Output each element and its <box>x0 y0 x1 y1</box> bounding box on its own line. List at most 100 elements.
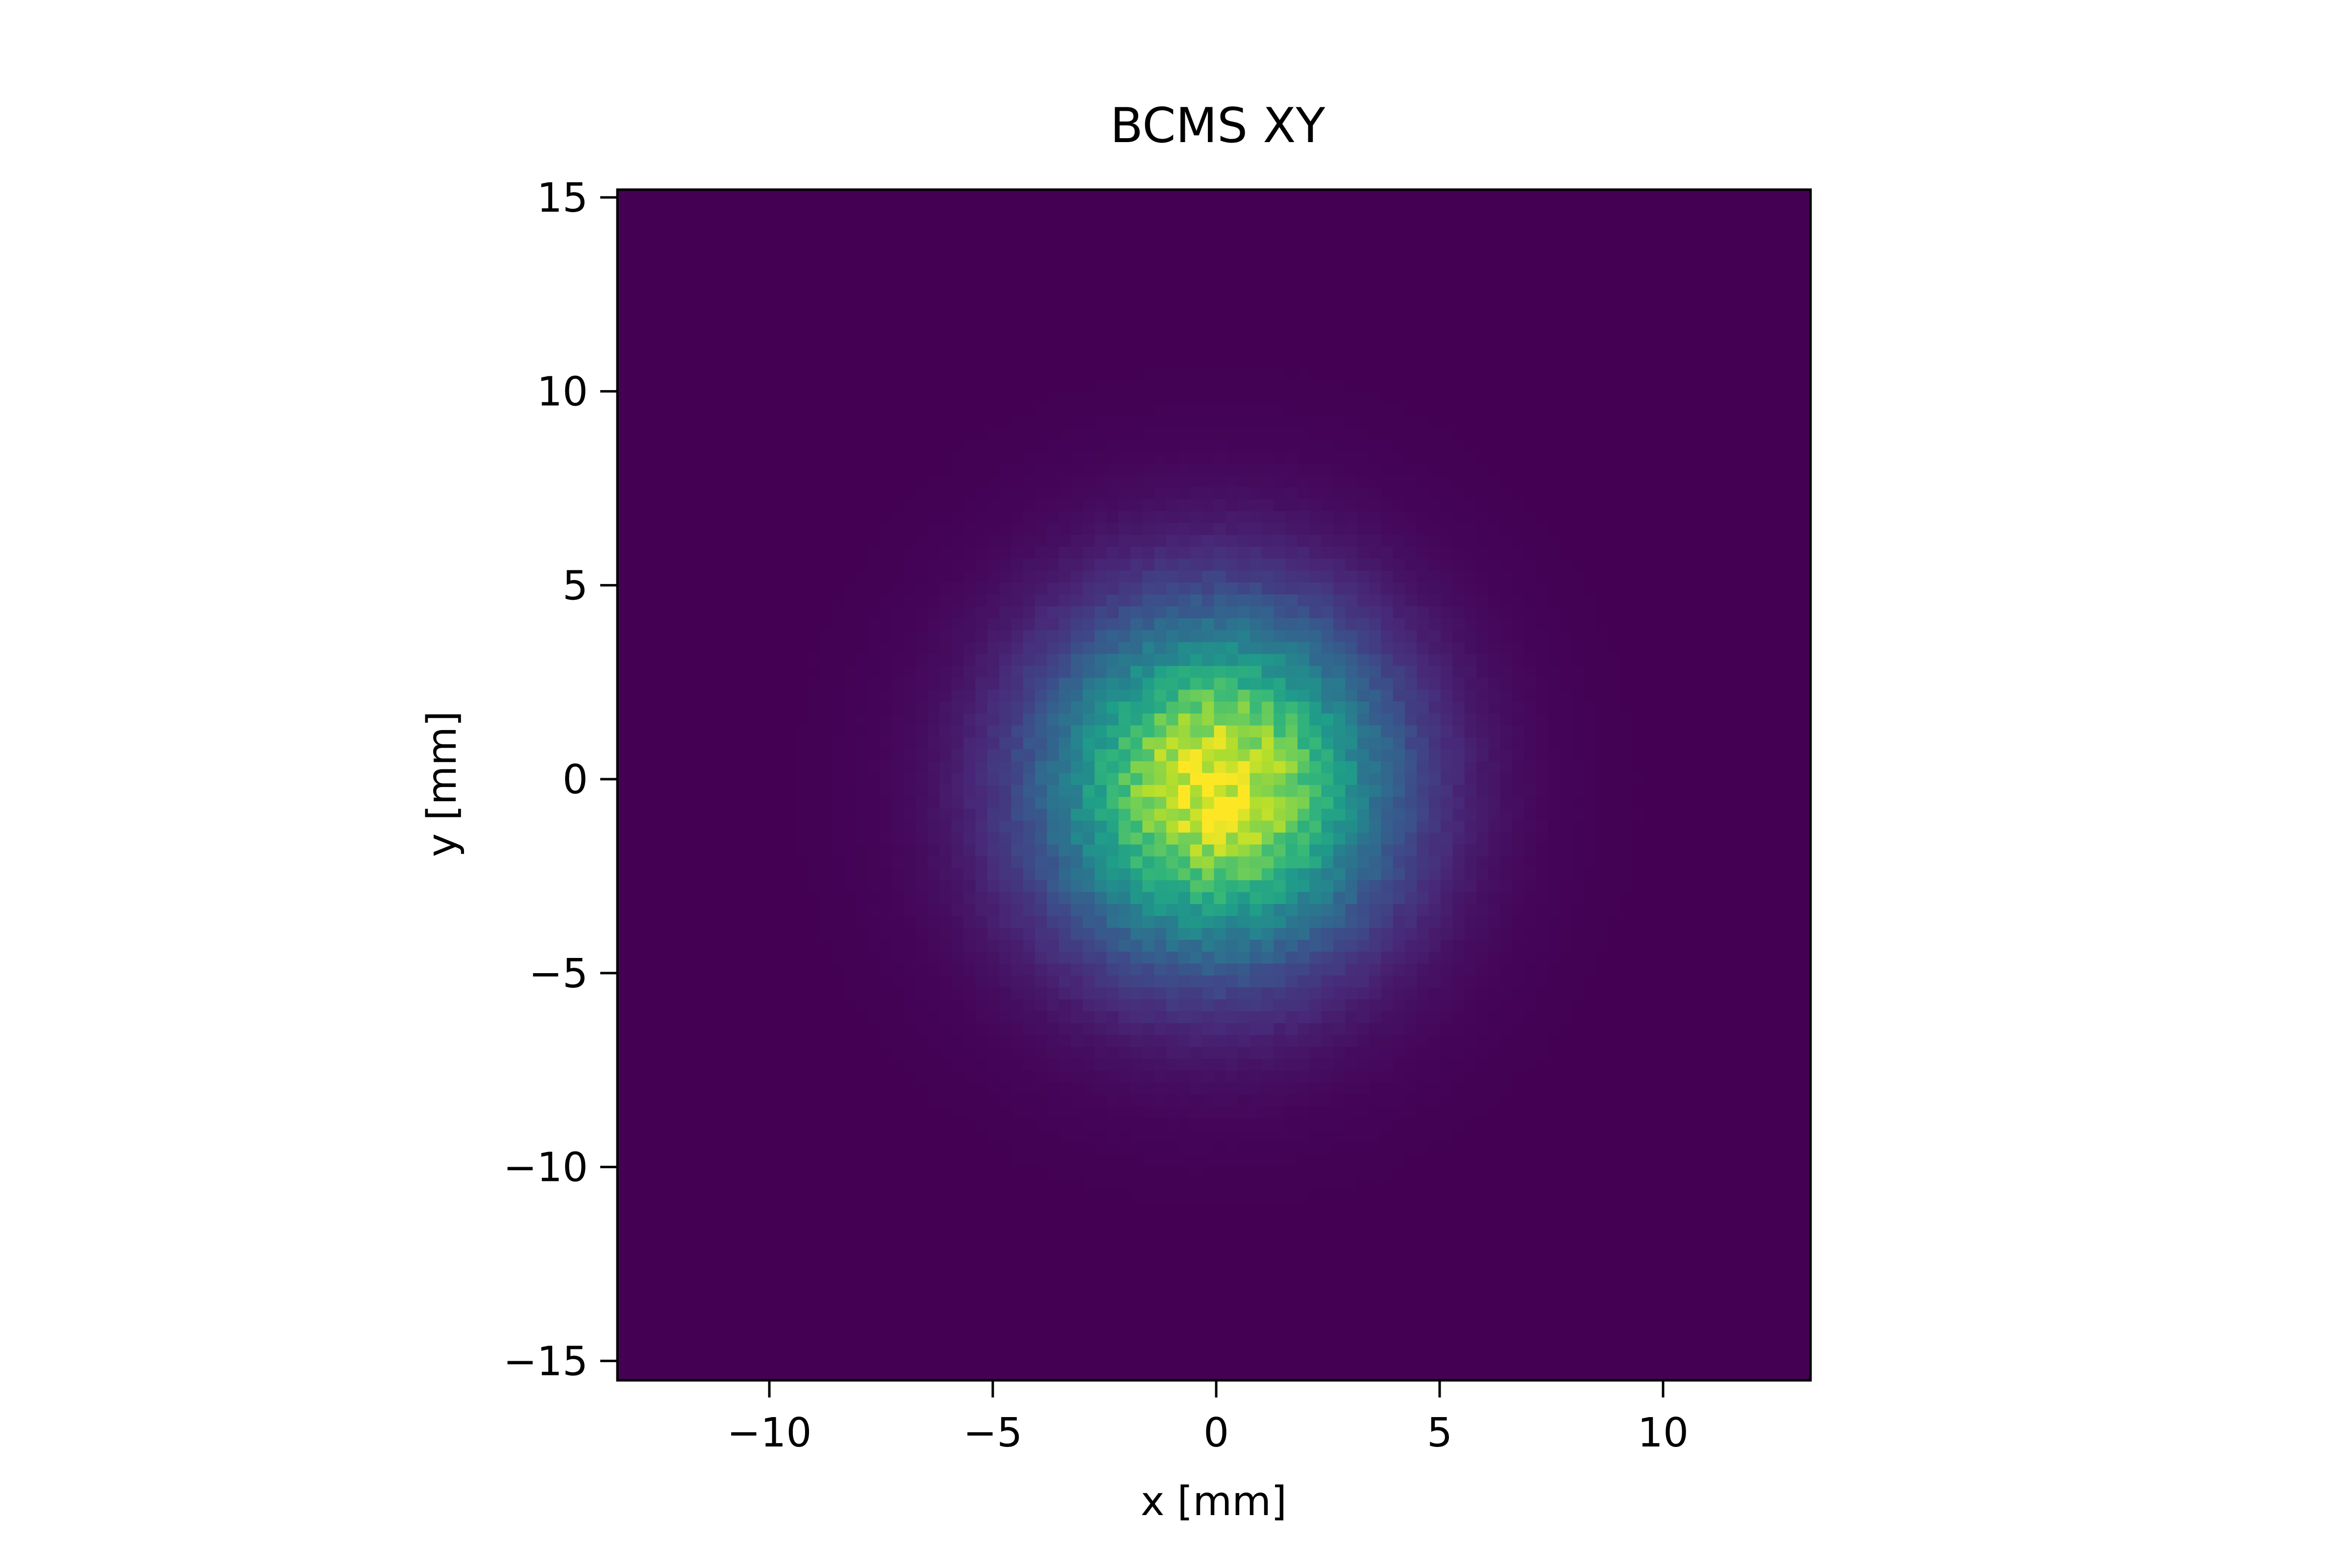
heatmap-cell <box>1643 761 1656 774</box>
heatmap-cell <box>1154 547 1167 560</box>
heatmap-cell <box>1584 535 1596 547</box>
heatmap-cell <box>844 654 857 666</box>
heatmap-cell <box>856 404 869 416</box>
heatmap-cell <box>1572 249 1585 262</box>
heatmap-cell <box>1595 475 1608 488</box>
heatmap-cell <box>1691 725 1704 738</box>
heatmap-cell <box>1512 428 1525 441</box>
heatmap-cell <box>1202 190 1215 202</box>
heatmap-cell <box>1655 487 1668 500</box>
heatmap-cell <box>1608 630 1620 643</box>
heatmap-cell <box>665 582 678 595</box>
heatmap-cell <box>1655 213 1668 226</box>
heatmap-cell <box>617 320 630 333</box>
heatmap-cell <box>689 249 702 262</box>
heatmap-cell <box>665 737 678 750</box>
heatmap-cell <box>1500 559 1513 571</box>
heatmap-cell <box>641 201 654 214</box>
heatmap-cell <box>1560 249 1572 262</box>
heatmap-cell <box>736 201 749 214</box>
heatmap-cell <box>1321 320 1334 333</box>
heatmap-cell <box>665 499 678 512</box>
heatmap-cell <box>1452 678 1465 690</box>
heatmap-cell <box>1142 535 1155 547</box>
heatmap-cell <box>1488 523 1501 536</box>
heatmap-cell <box>1274 451 1286 464</box>
heatmap-cell <box>1464 737 1477 750</box>
heatmap-cell <box>1488 773 1501 785</box>
heatmap-cell <box>629 487 642 500</box>
heatmap-cell <box>1082 547 1095 560</box>
heatmap-cell <box>1417 737 1429 750</box>
heatmap-cell <box>1166 451 1179 464</box>
heatmap-cell <box>1679 428 1692 441</box>
heatmap-cell <box>1405 344 1418 357</box>
heatmap-cell <box>832 725 845 738</box>
heatmap-cell <box>987 225 1000 238</box>
heatmap-cell <box>1154 190 1167 202</box>
heatmap-cell <box>1178 356 1191 369</box>
heatmap-cell <box>963 642 976 655</box>
heatmap-cell <box>1393 666 1405 679</box>
heatmap-cell <box>1679 594 1692 607</box>
heatmap-cell <box>760 511 773 524</box>
heatmap-cell <box>820 296 833 309</box>
heatmap-cell <box>832 666 845 679</box>
heatmap-cell <box>1178 475 1191 488</box>
heatmap-cell <box>1274 547 1286 560</box>
heatmap-cell <box>1178 689 1191 702</box>
heatmap-cell <box>1631 380 1644 392</box>
heatmap-cell <box>1274 678 1286 690</box>
heatmap-cell <box>1560 261 1572 273</box>
heatmap-cell <box>1536 190 1549 202</box>
heatmap-cell <box>1751 737 1764 750</box>
heatmap-cell <box>725 737 737 750</box>
heatmap-cell <box>1417 701 1429 714</box>
heatmap-cell <box>1178 225 1191 238</box>
heatmap-cell <box>1715 547 1728 560</box>
heatmap-cell <box>1345 749 1358 762</box>
heatmap-cell <box>1667 523 1680 536</box>
heatmap-cell <box>868 404 881 416</box>
heatmap-cell <box>1381 523 1394 536</box>
heatmap-cell <box>725 463 737 476</box>
heatmap-cell <box>1548 392 1561 405</box>
heatmap-cell <box>1464 463 1477 476</box>
heatmap-cell <box>1536 201 1549 214</box>
heatmap-cell <box>1345 368 1358 381</box>
heatmap-cell <box>1381 332 1394 345</box>
heatmap-cell <box>1584 344 1596 357</box>
heatmap-cell <box>880 285 892 297</box>
heatmap-cell <box>1130 642 1143 655</box>
heatmap-cell <box>1214 618 1226 631</box>
heatmap-cell <box>880 761 892 774</box>
heatmap-cell <box>1058 416 1072 428</box>
heatmap-cell <box>1524 689 1537 702</box>
heatmap-cell <box>1154 594 1167 607</box>
heatmap-cell <box>1787 309 1799 321</box>
heatmap-cell <box>1321 416 1334 428</box>
heatmap-cell <box>1285 309 1298 321</box>
heatmap-cell <box>1691 535 1704 547</box>
heatmap-cell <box>1441 190 1453 202</box>
heatmap-cell <box>1751 642 1764 655</box>
heatmap-cell <box>1405 606 1418 619</box>
heatmap-cell <box>1500 582 1513 595</box>
heatmap-cell <box>1739 618 1752 631</box>
heatmap-cell <box>987 463 1000 476</box>
heatmap-cell <box>1238 511 1250 524</box>
heatmap-cell <box>1763 559 1775 571</box>
heatmap-cell <box>1619 678 1632 690</box>
heatmap-cell <box>712 630 725 643</box>
heatmap-cell <box>1393 630 1405 643</box>
heatmap-cell <box>963 737 976 750</box>
heatmap-cell <box>1261 713 1274 726</box>
heatmap-cell <box>1238 249 1250 262</box>
heatmap-cell <box>1166 320 1179 333</box>
heatmap-cell <box>1035 344 1048 357</box>
heatmap-cell <box>1560 511 1572 524</box>
heatmap-cell <box>1715 201 1728 214</box>
heatmap-cell <box>796 630 809 643</box>
heatmap-cell <box>1727 594 1740 607</box>
heatmap-cell <box>760 654 773 666</box>
